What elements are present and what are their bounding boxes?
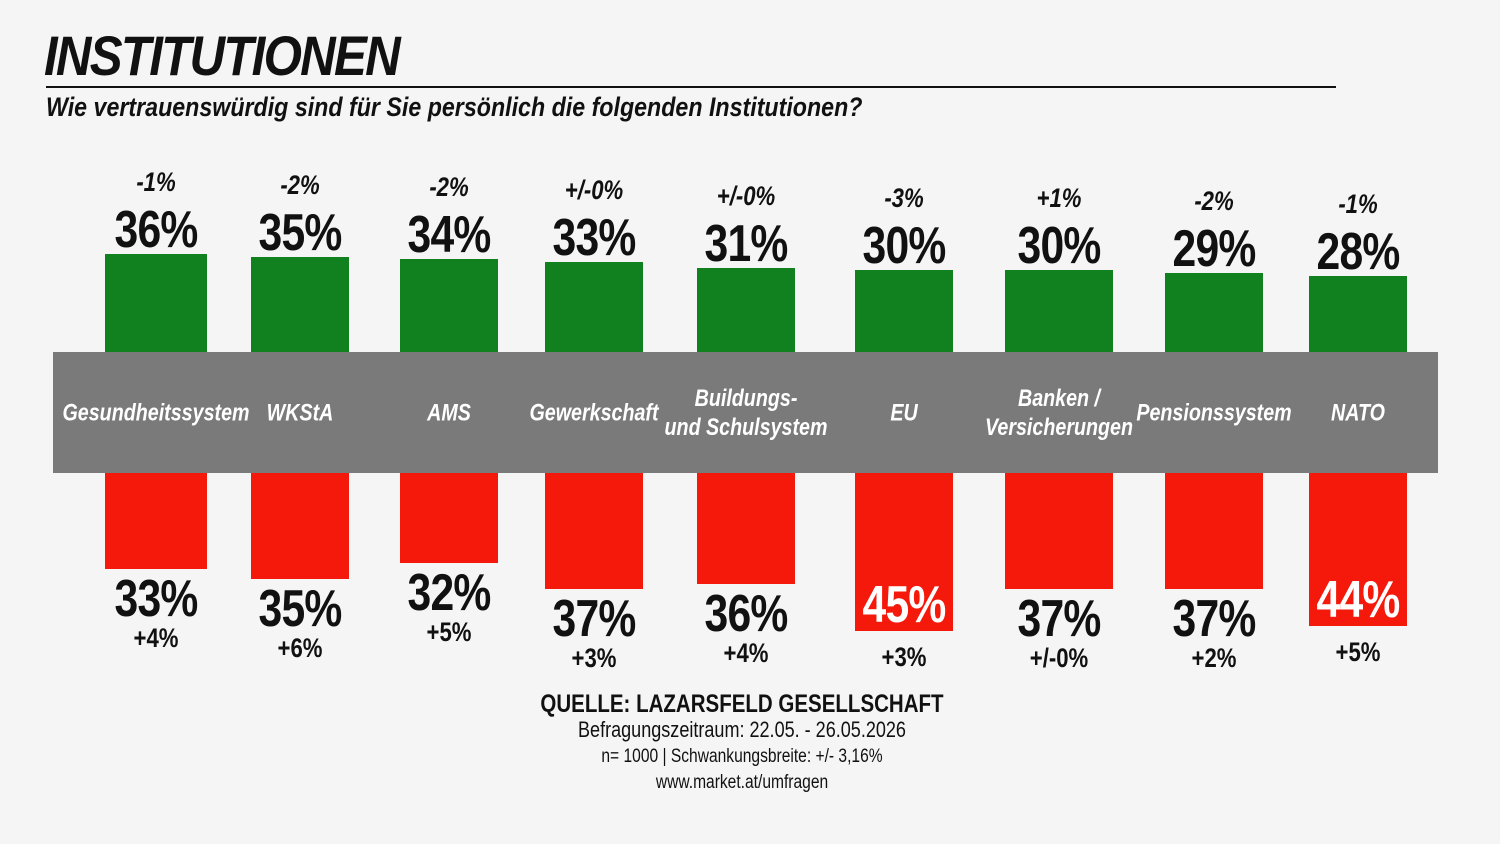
trust-change-label: -2% (429, 172, 469, 203)
trust-change-label: +1% (1036, 183, 1082, 214)
distrust-change-label: +3% (571, 643, 617, 674)
trust-bar (1309, 275, 1407, 352)
category-label: EU (890, 399, 918, 426)
trust-change-label: +/-0% (564, 175, 624, 206)
distrust-change-label: +4% (723, 638, 769, 669)
trust-change-label: -3% (884, 183, 924, 214)
trust-value-label: 30% (862, 217, 947, 276)
distrust-change-label: +2% (1191, 643, 1237, 674)
trust-bar (251, 256, 349, 352)
category-label: Buildungs-und Schulsystem (664, 384, 828, 441)
distrust-bar (400, 473, 498, 564)
trust-change-label: -2% (280, 169, 320, 200)
distrust-value-label: 37% (1172, 590, 1257, 649)
category-label: Gewerkschaft (529, 399, 659, 426)
trust-change-label: +/-0% (716, 180, 776, 211)
distrust-bar (251, 473, 349, 579)
trust-change-label: -1% (1338, 188, 1378, 219)
trust-value-label: 28% (1316, 222, 1401, 281)
distrust-value-label: 45% (862, 576, 947, 634)
distrust-bar (1165, 473, 1263, 590)
trust-value-label: 35% (258, 203, 343, 262)
distrust-bar (697, 473, 795, 585)
page-subtitle: Wie vertrauenswürdig sind für Sie persön… (46, 92, 863, 122)
trust-bar (1005, 270, 1113, 352)
trust-bar (855, 270, 953, 352)
category-label: NATO (1331, 399, 1385, 426)
distrust-change-label: +6% (277, 633, 323, 663)
trust-change-label: -1% (136, 167, 176, 197)
source-url: www.market.at/umfragen (655, 772, 829, 793)
title-rule (46, 86, 1336, 88)
distrust-value-label: 36% (704, 585, 789, 644)
distrust-value-label: 44% (1316, 570, 1401, 629)
distrust-value-label: 33% (114, 569, 199, 628)
category-band (53, 352, 1438, 473)
distrust-value-label: 35% (258, 580, 343, 638)
distrust-change-label: +3% (881, 642, 927, 672)
category-label: Banken / Versicherungen (984, 384, 1134, 441)
category-label: Pensionssystem (1136, 399, 1292, 426)
category-label: Gesundheitssystem (62, 399, 250, 426)
trust-bar (105, 254, 207, 352)
trust-value-label: 31% (704, 214, 789, 273)
trust-bar (1165, 273, 1263, 352)
distrust-change-label: +5% (426, 617, 472, 648)
trust-value-label: 30% (1017, 217, 1102, 276)
distrust-change-label: +5% (1335, 636, 1381, 667)
distrust-change-label: +4% (133, 622, 179, 653)
distrust-value-label: 32% (407, 564, 492, 623)
trust-bar (697, 267, 795, 352)
distrust-bar (105, 473, 207, 569)
distrust-bar (545, 473, 643, 590)
category-label: AMS (427, 399, 471, 426)
distrust-value-label: 37% (552, 590, 637, 649)
source-title: QUELLE: LAZARSFELD GESELLSCHAFT (540, 690, 944, 718)
sample-info: n= 1000 | Schwankungsbreite: +/- 3,16% (601, 746, 883, 767)
trust-bar (545, 262, 643, 352)
category-label: WKStA (266, 399, 334, 426)
distrust-bar (1309, 473, 1407, 626)
trust-change-label: -2% (1194, 186, 1234, 217)
distrust-bar (1005, 473, 1113, 590)
trust-bar (400, 259, 498, 352)
distrust-bar (855, 473, 953, 631)
trust-value-label: 29% (1172, 220, 1257, 279)
trust-value-label: 33% (552, 209, 637, 268)
trust-value-label: 36% (114, 201, 199, 259)
distrust-value-label: 37% (1017, 590, 1102, 649)
distrust-change-label: +/-0% (1029, 643, 1089, 674)
trust-value-label: 34% (407, 206, 492, 265)
survey-period: Befragungszeitraum: 22.05. - 26.05.2026 (578, 717, 906, 742)
page-title: INSTITUTIONEN (44, 24, 401, 87)
